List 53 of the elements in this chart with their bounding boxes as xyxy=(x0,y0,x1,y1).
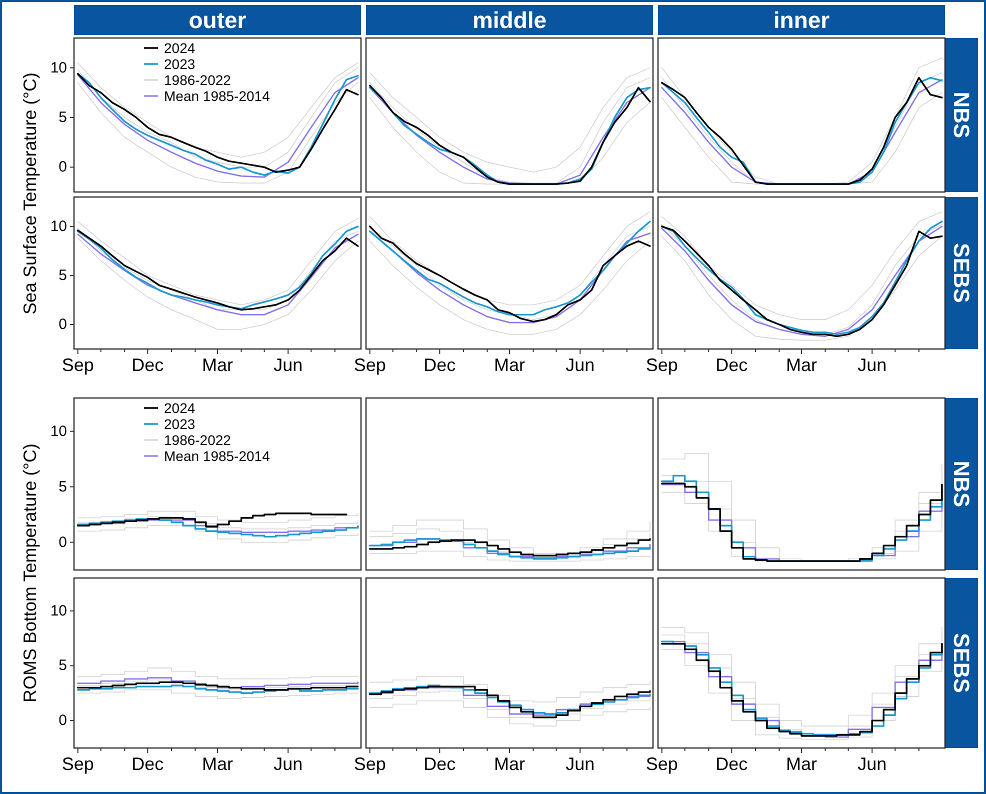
y-tick-label: 5 xyxy=(58,657,67,674)
x-tick-label: Mar xyxy=(202,355,234,375)
x-tick-label: Jun xyxy=(566,355,595,375)
y-tick-label: 0 xyxy=(58,534,67,551)
y-tick-label: 10 xyxy=(50,422,67,440)
legend-label: Mean 1985-2014 xyxy=(164,88,270,104)
legend-label: 1986-2022 xyxy=(164,72,232,88)
y-tick-label: 5 xyxy=(58,108,67,126)
legend-label: Mean 1985-2014 xyxy=(164,448,270,464)
x-tick-label: Sep xyxy=(354,355,386,375)
y-tick-label: 5 xyxy=(58,266,67,284)
x-tick-label: Sep xyxy=(646,754,678,774)
x-tick-label: Sep xyxy=(646,355,678,375)
legend-label: 2024 xyxy=(164,400,196,416)
x-tick-label: Mar xyxy=(202,754,234,774)
y-tick-label: 10 xyxy=(50,59,67,76)
legend-label: 1986-2022 xyxy=(164,432,232,448)
x-tick-label: Mar xyxy=(786,355,818,375)
x-tick-label: Dec xyxy=(716,754,748,774)
x-tick-label: Dec xyxy=(424,355,456,375)
x-tick-label: Jun xyxy=(566,754,595,774)
text: SEBS xyxy=(949,243,974,303)
x-tick-label: Sep xyxy=(62,754,94,774)
x-tick-label: Mar xyxy=(494,355,526,375)
legend-label: 2023 xyxy=(164,416,196,432)
x-tick-label: Sep xyxy=(354,754,386,774)
x-tick-label: Jun xyxy=(274,754,303,774)
x-tick-label: Dec xyxy=(424,754,456,774)
x-tick-label: Sep xyxy=(62,355,94,375)
y-tick-label: 10 xyxy=(50,218,67,235)
y-axis-title: Sea Surface Temperature (°C) xyxy=(20,72,40,314)
y-tick-label: 10 xyxy=(50,602,67,620)
legend-label: 2024 xyxy=(164,40,196,56)
y-tick-label: 0 xyxy=(58,316,67,333)
text: NBS xyxy=(949,92,974,138)
x-tick-label: Dec xyxy=(132,355,164,375)
text: SEBS xyxy=(949,633,974,693)
x-tick-label: Jun xyxy=(858,754,887,774)
x-tick-label: Dec xyxy=(132,754,164,774)
chart-title: inner xyxy=(773,7,830,33)
legend-label: 2023 xyxy=(164,56,196,72)
x-tick-label: Jun xyxy=(274,355,303,375)
x-tick-label: Dec xyxy=(716,355,748,375)
x-tick-label: Mar xyxy=(786,754,818,774)
y-tick-label: 0 xyxy=(58,712,67,730)
chart-title: middle xyxy=(472,7,547,33)
x-tick-label: Jun xyxy=(858,355,887,375)
chart-title: outer xyxy=(188,7,246,33)
text: NBS xyxy=(949,460,974,508)
y-tick-label: 0 xyxy=(58,158,67,176)
x-tick-label: Mar xyxy=(494,754,526,774)
y-tick-label: 5 xyxy=(58,478,67,496)
y-axis-title: ROMS Bottom Temperature (°C) xyxy=(20,444,40,702)
